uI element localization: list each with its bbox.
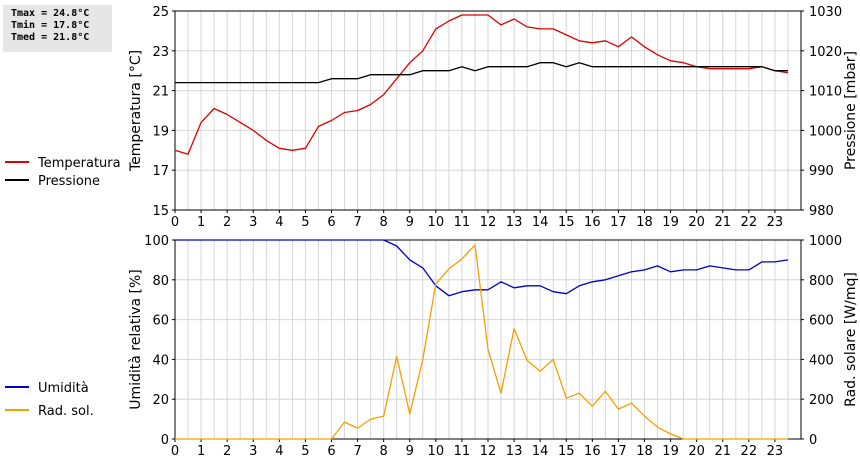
y2-tick-label: 800 xyxy=(809,274,834,289)
series-line-umidit xyxy=(175,239,789,297)
x-tick-label: 5 xyxy=(301,444,309,459)
x-tick-label: 18 xyxy=(636,444,653,459)
y-tick-label: 80 xyxy=(152,274,169,289)
x-tick-label: 7 xyxy=(353,444,361,459)
x-tick-label: 2 xyxy=(223,215,231,230)
x-tick-label: 20 xyxy=(688,444,705,459)
x-tick-label: 21 xyxy=(714,215,731,230)
y2-tick-label: 0 xyxy=(809,433,817,448)
x-tick-label: 10 xyxy=(428,444,445,459)
y-axis-label: Umidità relativa [%] xyxy=(128,269,144,410)
x-tick-label: 12 xyxy=(480,444,497,459)
x-tick-label: 16 xyxy=(584,444,601,459)
x-tick-label: 23 xyxy=(767,444,784,459)
tmin-label: Tmin = 17.8°C xyxy=(11,20,90,31)
x-tick-label: 17 xyxy=(610,444,627,459)
x-tick-label: 23 xyxy=(767,215,784,230)
stats-box: Tmax = 24.8°C Tmin = 17.8°C Tmed = 21.8°… xyxy=(3,5,112,52)
y2-axis-label: Pressione [mbar] xyxy=(843,51,859,170)
x-tick-label: 22 xyxy=(741,215,758,230)
x-tick-label: 6 xyxy=(327,444,335,459)
x-tick-label: 7 xyxy=(353,215,361,230)
x-tick-label: 1 xyxy=(197,215,205,230)
x-tick-label: 12 xyxy=(480,215,497,230)
x-tick-label: 11 xyxy=(454,215,471,230)
x-tick-label: 13 xyxy=(506,444,523,459)
y2-tick-label: 200 xyxy=(809,393,834,408)
y2-tick-label: 1010 xyxy=(809,85,842,100)
y-tick-label: 60 xyxy=(152,314,169,329)
legend-label-rad-sol: Rad. sol. xyxy=(38,404,94,419)
y2-axis-label: Rad. solare [W/mq] xyxy=(843,272,859,407)
x-tick-label: 15 xyxy=(558,215,575,230)
y-tick-label: 20 xyxy=(152,393,169,408)
x-tick-label: 16 xyxy=(584,215,601,230)
x-tick-label: 3 xyxy=(249,444,257,459)
series-line-temperatura xyxy=(174,14,789,155)
tmed-label: Tmed = 21.8°C xyxy=(11,32,90,43)
x-tick-label: 17 xyxy=(610,215,627,230)
x-tick-label: 19 xyxy=(662,444,679,459)
y2-tick-label: 990 xyxy=(809,164,834,179)
x-tick-label: 22 xyxy=(741,444,758,459)
x-tick-label: 2 xyxy=(223,444,231,459)
x-tick-label: 21 xyxy=(714,444,731,459)
x-tick-label: 5 xyxy=(301,215,309,230)
legend-label-umidit: Umidità xyxy=(38,381,89,396)
y-tick-label: 40 xyxy=(152,353,169,368)
y2-tick-label: 1000 xyxy=(809,234,842,249)
x-tick-label: 4 xyxy=(275,444,283,459)
y2-tick-label: 1020 xyxy=(809,45,842,60)
y-axis-label: Temperatura [°C] xyxy=(128,50,144,172)
x-tick-label: 4 xyxy=(275,215,283,230)
legend-label-temperatura: Temperatura xyxy=(37,156,121,171)
x-tick-label: 19 xyxy=(662,215,679,230)
x-tick-label: 13 xyxy=(506,215,523,230)
y-tick-label: 17 xyxy=(152,164,169,179)
x-tick-label: 8 xyxy=(380,215,388,230)
y2-tick-label: 400 xyxy=(809,353,834,368)
y-tick-label: 23 xyxy=(152,45,169,60)
series-line-rad-sol xyxy=(175,244,788,440)
legend-label-pressione: Pressione xyxy=(38,174,100,189)
y-tick-label: 15 xyxy=(152,204,169,219)
x-tick-label: 6 xyxy=(327,215,335,230)
y-tick-label: 21 xyxy=(152,85,169,100)
y2-tick-label: 1030 xyxy=(809,5,842,20)
y-tick-label: 19 xyxy=(152,124,169,139)
x-tick-label: 14 xyxy=(532,215,549,230)
x-tick-label: 20 xyxy=(688,215,705,230)
x-tick-label: 15 xyxy=(558,444,575,459)
series-line-pressione xyxy=(175,62,788,84)
x-tick-label: 0 xyxy=(171,444,179,459)
y2-tick-label: 980 xyxy=(809,204,834,219)
y-tick-label: 25 xyxy=(152,5,169,20)
x-tick-label: 10 xyxy=(428,215,445,230)
y2-tick-label: 1000 xyxy=(809,124,842,139)
x-tick-label: 18 xyxy=(636,215,653,230)
x-tick-label: 0 xyxy=(171,215,179,230)
x-tick-label: 3 xyxy=(249,215,257,230)
plot-frame xyxy=(174,239,802,440)
y2-tick-label: 600 xyxy=(809,314,834,329)
y-tick-label: 0 xyxy=(161,433,169,448)
y-tick-label: 100 xyxy=(144,234,169,249)
x-tick-label: 8 xyxy=(380,444,388,459)
x-tick-label: 11 xyxy=(454,444,471,459)
x-tick-label: 9 xyxy=(406,444,414,459)
x-tick-label: 14 xyxy=(532,444,549,459)
x-tick-label: 1 xyxy=(197,444,205,459)
tmax-label: Tmax = 24.8°C xyxy=(11,8,90,19)
x-tick-label: 9 xyxy=(406,215,414,230)
plot-frame xyxy=(174,10,802,211)
